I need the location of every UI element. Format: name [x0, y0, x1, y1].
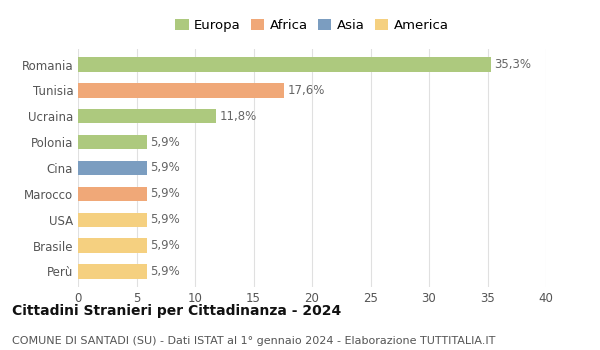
- Bar: [78, 83, 284, 98]
- Text: 35,3%: 35,3%: [494, 58, 532, 71]
- Bar: [78, 57, 491, 72]
- Bar: [78, 264, 147, 279]
- Bar: [78, 161, 147, 175]
- Text: COMUNE DI SANTADI (SU) - Dati ISTAT al 1° gennaio 2024 - Elaborazione TUTTITALIA: COMUNE DI SANTADI (SU) - Dati ISTAT al 1…: [12, 336, 496, 346]
- Text: 5,9%: 5,9%: [151, 213, 180, 226]
- Text: Cittadini Stranieri per Cittadinanza - 2024: Cittadini Stranieri per Cittadinanza - 2…: [12, 304, 341, 318]
- Text: 5,9%: 5,9%: [151, 187, 180, 200]
- Text: 17,6%: 17,6%: [287, 84, 325, 97]
- Bar: [78, 109, 216, 123]
- Bar: [78, 135, 147, 149]
- Text: 5,9%: 5,9%: [151, 136, 180, 149]
- Text: 5,9%: 5,9%: [151, 239, 180, 252]
- Bar: [78, 212, 147, 227]
- Text: 5,9%: 5,9%: [151, 265, 180, 278]
- Text: 11,8%: 11,8%: [220, 110, 257, 123]
- Text: 5,9%: 5,9%: [151, 161, 180, 175]
- Bar: [78, 238, 147, 253]
- Bar: [78, 187, 147, 201]
- Legend: Europa, Africa, Asia, America: Europa, Africa, Asia, America: [170, 14, 454, 38]
